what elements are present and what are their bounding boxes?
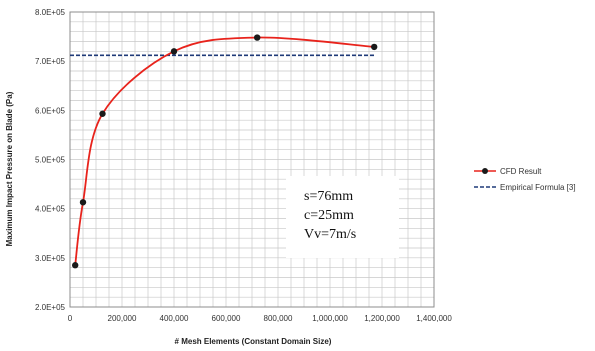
legend-label-cfd: CFD Result xyxy=(500,167,542,176)
parameter-annotation: s=76mm c=25mm Vv=7m/s xyxy=(286,176,399,258)
data-point-cfd xyxy=(79,199,87,206)
data-point-cfd xyxy=(254,34,261,41)
legend-label-empirical: Empirical Formula [3] xyxy=(500,183,576,192)
x-axis-ticks: 0 200,000 400,000 600,000 800,000 1,000,000 1,… xyxy=(68,314,453,323)
legend-item-cfd: CFD Result xyxy=(474,167,542,176)
x-tick-label: 1,200,000 xyxy=(364,314,400,323)
y-axis-title: Maximum Impact Pressure on Blade (Pa) xyxy=(5,91,14,246)
x-tick-label: 1,400,000 xyxy=(416,314,452,323)
y-tick-label: 3.0E+05 xyxy=(35,254,66,263)
annotation-s: s=76mm xyxy=(304,189,353,204)
x-tick-label: 200,000 xyxy=(108,314,137,323)
x-tick-label: 0 xyxy=(68,314,73,323)
data-point-cfd xyxy=(170,48,178,55)
data-point-cfd xyxy=(371,43,378,51)
data-point-cfd xyxy=(99,110,106,117)
annotation-vv: Vv=7m/s xyxy=(304,227,356,242)
y-tick-label: 4.0E+05 xyxy=(35,205,66,214)
annotation-c: c=25mm xyxy=(304,208,354,223)
data-point-cfd xyxy=(72,262,79,269)
x-axis-title: # Mesh Elements (Constant Domain Size) xyxy=(175,337,332,346)
y-tick-label: 6.0E+05 xyxy=(35,106,66,115)
y-tick-label: 2.0E+05 xyxy=(35,303,66,312)
x-tick-label: 1,000,000 xyxy=(312,314,348,323)
x-tick-label: 600,000 xyxy=(212,314,241,323)
plot-grid xyxy=(69,11,435,308)
series-layer xyxy=(70,34,378,269)
y-tick-label: 8.0E+05 xyxy=(35,8,66,17)
legend-item-empirical: Empirical Formula [3] xyxy=(474,183,576,192)
plot-area xyxy=(69,11,435,308)
legend: CFD Result Empirical Formula [3] xyxy=(474,167,576,192)
x-tick-label: 400,000 xyxy=(160,314,189,323)
y-tick-label: 7.0E+05 xyxy=(35,57,66,66)
y-axis-ticks: 2.0E+05 3.0E+05 4.0E+05 5.0E+05 6.0E+05 7.0E+… xyxy=(35,8,66,312)
x-tick-label: 800,000 xyxy=(264,314,293,323)
y-tick-label: 5.0E+05 xyxy=(35,156,66,165)
